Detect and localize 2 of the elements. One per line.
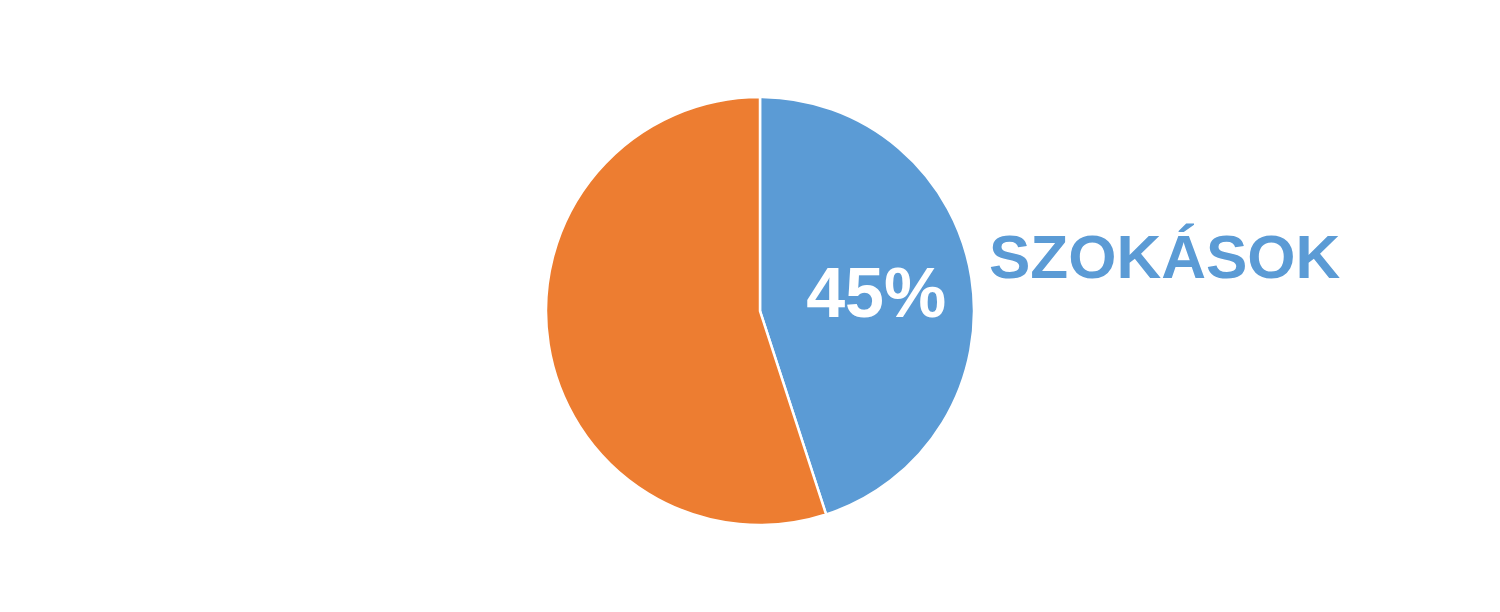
slice-label: SZOKÁSOK — [989, 221, 1341, 291]
data-label: 45% — [806, 254, 947, 333]
